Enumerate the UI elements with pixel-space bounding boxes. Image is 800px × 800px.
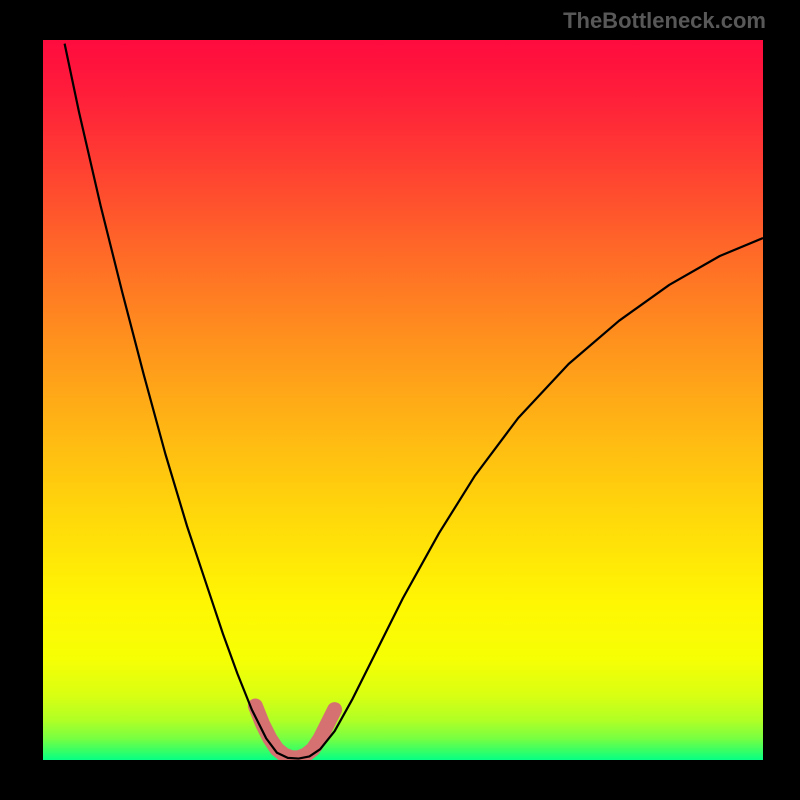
highlight-path xyxy=(255,706,334,758)
curve-path xyxy=(65,44,763,759)
plot-area xyxy=(43,40,763,760)
curve-layer xyxy=(43,40,763,760)
chart-container: TheBottleneck.com xyxy=(0,0,800,800)
watermark-text: TheBottleneck.com xyxy=(563,8,766,34)
